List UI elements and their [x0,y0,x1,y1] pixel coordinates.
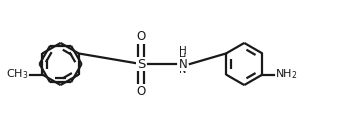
Text: CH$_3$: CH$_3$ [6,68,28,81]
Text: S: S [137,57,145,71]
Text: O: O [136,85,146,98]
Text: NH$_2$: NH$_2$ [275,68,297,81]
Text: O: O [136,30,146,43]
Text: H: H [179,46,187,56]
Text: H
N: H N [179,53,187,75]
Text: N: N [179,57,187,71]
